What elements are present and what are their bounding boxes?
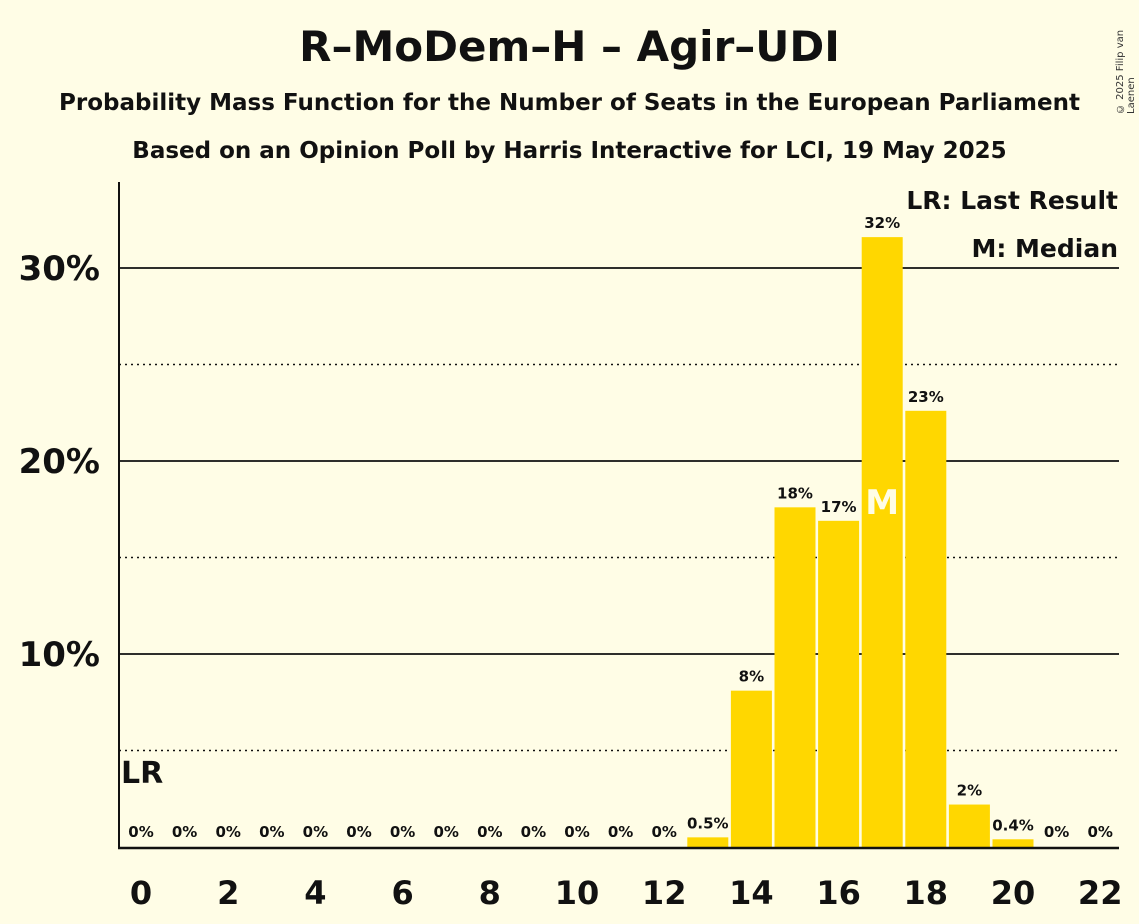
bar-value-label: 0%: [303, 823, 328, 841]
bar-value-label: 8%: [739, 668, 764, 686]
median-marker: M: [865, 483, 899, 523]
bar-seat-14: [730, 690, 772, 847]
bar-value-label: 0%: [259, 823, 284, 841]
y-tick-label: 10%: [19, 635, 100, 675]
x-tick-label: 14: [729, 874, 774, 912]
bar-value-label: 0%: [651, 823, 676, 841]
bar-seat-17: [861, 237, 903, 847]
bar-seat-18: [905, 410, 947, 847]
x-tick-label: 16: [816, 874, 861, 912]
bar-value-label: 2%: [957, 782, 982, 800]
bar-value-label: 0%: [390, 823, 415, 841]
bar-value-label: 0%: [433, 823, 458, 841]
chart-title: R–MoDem–H – Agir–UDI: [299, 22, 840, 71]
x-tick-label: 10: [555, 874, 600, 912]
legend-bg: [900, 183, 1120, 217]
chart-subtitle: Probability Mass Function for the Number…: [59, 90, 1080, 116]
x-tick-label: 4: [304, 874, 326, 912]
bar-seat-13: [687, 837, 729, 847]
last-result-marker: LR: [121, 756, 163, 791]
grid-lines: [119, 267, 1119, 752]
x-tick-label: 8: [479, 874, 501, 912]
legend-entry: M: Median: [971, 234, 1118, 263]
bar-value-label: 0%: [172, 823, 197, 841]
legend: LR: Last Result M: Median: [900, 183, 1120, 265]
x-tick-label: 20: [991, 874, 1036, 912]
bar-value-label: 0%: [608, 823, 633, 841]
bar-value-label: 18%: [777, 484, 813, 502]
bar-value-label: 23%: [908, 388, 944, 406]
bar-value-label: 0%: [128, 823, 153, 841]
legend-entry: LR: Last Result: [906, 186, 1118, 215]
bars: [687, 237, 1034, 847]
x-tick-label: 2: [217, 874, 239, 912]
bar-value-label: 0.5%: [687, 814, 729, 832]
x-tick-label: 0: [130, 874, 152, 912]
y-tick-label: 30%: [19, 249, 100, 289]
bar-seat-16: [818, 520, 860, 847]
bar-value-label: 0%: [477, 823, 502, 841]
bar-value-label: 0%: [215, 823, 240, 841]
bar-value-label: 17%: [821, 498, 857, 516]
legend-bg: [987, 231, 1120, 265]
x-tick-label: 6: [391, 874, 413, 912]
x-tick-label: 12: [642, 874, 687, 912]
axes: 0 2 4 6 8 10 12 14 16 18 20 22 10% 20% 30%: [19, 182, 1123, 912]
bar-seat-20: [992, 839, 1034, 847]
bar-value-label: 32%: [864, 214, 900, 232]
x-tick-label: 22: [1078, 874, 1123, 912]
bar-value-label: 0%: [1087, 823, 1112, 841]
bar-value-label: 0%: [521, 823, 546, 841]
x-tick-label: 18: [904, 874, 949, 912]
bar-value-label: 0.4%: [992, 816, 1034, 834]
bar-seat-15: [774, 507, 816, 847]
bar-value-label: 0%: [1044, 823, 1069, 841]
labels: 0% 0% 0% 0% 0% 0% 0% 0% 0% 0% 0% 0% 0% 0.5% 8% 18% 17% 32…: [121, 214, 1113, 841]
bar-value-label: 0%: [346, 823, 371, 841]
bar-seat-19: [948, 804, 990, 847]
y-tick-label: 20%: [19, 442, 100, 482]
chart-subtitle-source: Based on an Opinion Poll by Harris Inter…: [132, 138, 1007, 164]
bar-value-label: 0%: [564, 823, 589, 841]
